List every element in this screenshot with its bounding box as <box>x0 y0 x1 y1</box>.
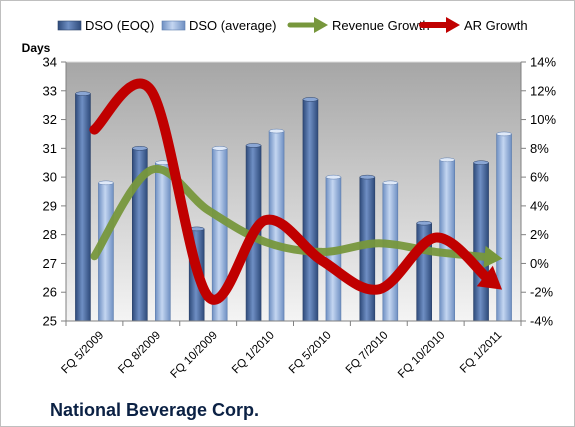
legend-label: DSO (EOQ) <box>85 18 154 33</box>
y-tick-label: 27 <box>43 256 57 271</box>
legend-label: Revenue Growth <box>332 18 430 33</box>
bar-cap <box>132 146 148 151</box>
y-tick-label: 29 <box>43 198 57 213</box>
y2-tick-label: -2% <box>530 285 554 300</box>
bar <box>382 182 399 322</box>
bar-cap <box>98 180 114 186</box>
ar-growth-arrowhead <box>476 265 503 290</box>
bar <box>302 99 319 322</box>
y-tick-label: 26 <box>43 285 57 300</box>
bar-cap <box>416 220 432 226</box>
y2-tick-label: 6% <box>530 170 549 185</box>
bar <box>155 162 171 322</box>
y2-tick-label: 12% <box>530 83 556 98</box>
y-tick-label: 34 <box>43 55 57 70</box>
bar-cap <box>473 160 489 165</box>
bar-cap <box>302 97 319 102</box>
bar-cap <box>382 180 399 186</box>
bar-cap <box>496 131 512 137</box>
legend: DSO (EOQ) DSO (average) Revenue Growth AR G… <box>57 17 528 33</box>
y-axis-title: Days <box>22 41 51 55</box>
y2-tick-label: 0% <box>530 256 549 271</box>
y2-tick-label: 4% <box>530 198 549 213</box>
y-tick-label: 31 <box>43 141 57 156</box>
bar-cap <box>439 157 455 163</box>
y2-tick-label: 10% <box>530 112 556 127</box>
bar-cap <box>325 174 342 180</box>
y-tick-label: 33 <box>43 83 57 98</box>
bar <box>496 133 512 322</box>
bar-cap <box>359 174 376 180</box>
legend-swatch <box>57 20 82 31</box>
legend-arrow <box>314 17 328 33</box>
y2-tick-label: 2% <box>530 227 549 242</box>
legend-swatch <box>161 20 186 31</box>
y2-tick-label: 14% <box>530 55 556 70</box>
bar-cap <box>211 146 228 151</box>
y2-tick-label: 8% <box>530 141 549 156</box>
legend-arrow <box>446 17 460 33</box>
y2-tick-label: -4% <box>530 314 554 329</box>
legend-label: DSO (average) <box>189 18 276 33</box>
y-tick-label: 28 <box>43 227 57 242</box>
y-tick-label: 32 <box>43 112 57 127</box>
ar-growth-line <box>89 78 492 305</box>
bar <box>473 162 489 322</box>
bar-cap <box>268 128 285 134</box>
bar-cap <box>245 143 262 148</box>
bar-cap <box>75 91 91 96</box>
bar <box>75 93 91 322</box>
legend-label: AR Growth <box>464 18 528 33</box>
y-tick-label: 30 <box>43 170 57 185</box>
revenue-growth-arrowhead <box>483 245 503 268</box>
company-name: National Beverage Corp. <box>50 400 259 420</box>
y-tick-label: 25 <box>43 314 57 329</box>
